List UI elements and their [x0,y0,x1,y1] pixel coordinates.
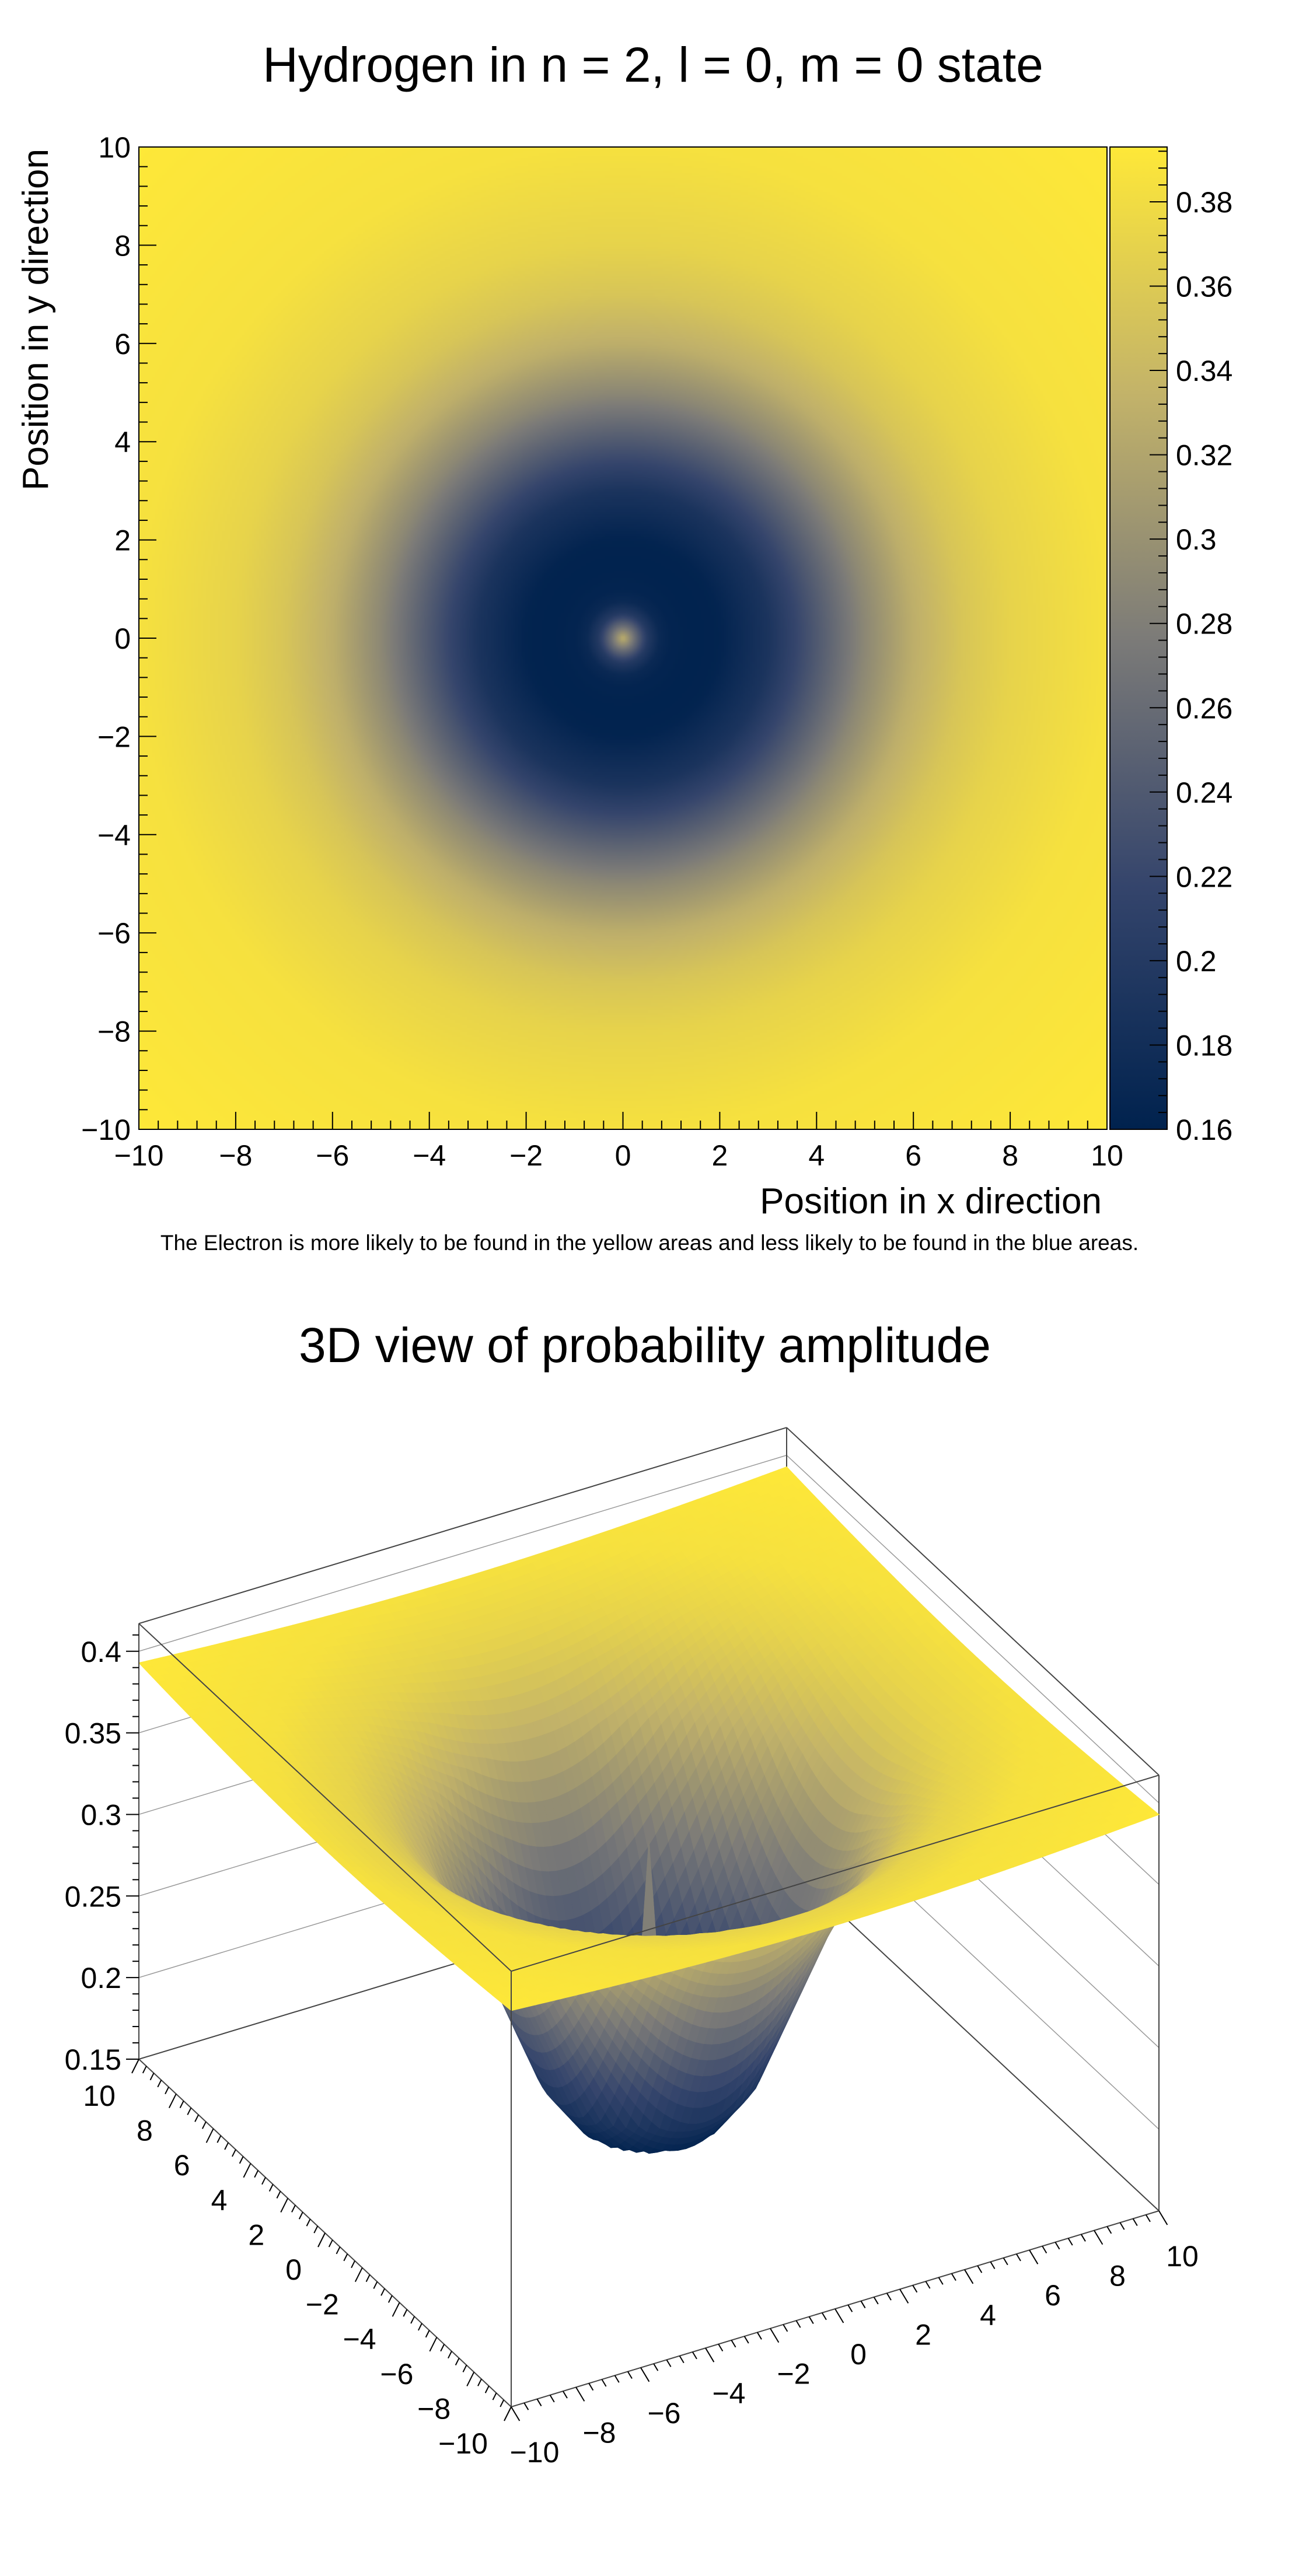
colorbar-tick-label: 0.22 [1176,860,1232,893]
colorbar-tick-label: 0.28 [1176,608,1232,640]
y-tick-label: −4 [97,819,131,852]
colorbar-tick-label: 0.26 [1176,692,1232,724]
box-edge [138,1427,787,1625]
colorbar-tick-label: 0.36 [1176,271,1232,303]
colorbar-axis: 0.16 0.18 0.2 0.22 0.24 0.26 0.28 0.3 0.32 0.34 0.… [1109,146,1232,1146]
colorbar-tick-label: 0.3 [1176,523,1217,556]
colorbar-tick-label: 0.32 [1176,439,1232,472]
x-tick-label: −8 [219,1139,252,1172]
y-tick-label: −10 [81,1114,131,1146]
heatmap-axes: −10 −8 −6 −4 −2 0 2 4 6 8 10 −10 −8 −6 −4 −2 0 2 4 6 8 10 [81,131,1123,1172]
y-tick-label: 10 [98,131,131,164]
colorbar-tick-label: 0.2 [1176,945,1217,978]
colorbar-tick-label: 0.18 [1176,1029,1232,1062]
colorbar-tick-label: 0.24 [1176,776,1232,809]
y-axis-label: Position in y direction [16,149,56,491]
x-tick-label: −2 [509,1139,543,1172]
colorbar-tick-label: 0.34 [1176,355,1232,387]
colorbar-frame [1109,146,1168,1130]
y-tick-label: 2 [114,524,131,557]
probability-surface [138,1466,1160,2154]
x-tick-label: 0 [615,1139,631,1172]
y-tick-label: 6 [114,328,131,360]
x-tick-label: 4 [808,1139,825,1172]
z-gridline [786,1455,1160,1804]
caption: The Electron is more likely to be found … [160,1231,1139,1255]
surface-title: 3D view of probability amplitude [299,1318,991,1373]
heatmap-title: Hydrogen in n = 2, l = 0, m = 0 state [263,37,1043,92]
x-tick-label: −10 [114,1139,164,1172]
x-tick-label: 8 [1002,1139,1018,1172]
plot-frame [138,146,1108,1130]
y-tick-label: −2 [97,720,131,753]
y-tick-label: 8 [114,229,131,262]
x-tick-label: 6 [905,1139,921,1172]
colorbar-tick-label: 0.38 [1176,186,1232,219]
x-axis-label: Position in x direction [760,1181,1102,1222]
y-tick-label: −8 [97,1016,131,1048]
z-gridline [138,1455,787,1652]
colorbar-tick-label: 0.16 [1176,1114,1232,1146]
x-tick-label: −6 [316,1139,349,1172]
colorbar [1110,147,1167,1129]
y-tick-label: 0 [114,622,131,655]
x-tick-label: −4 [413,1139,446,1172]
y-tick-label: −6 [97,917,131,950]
probability-heatmap [139,147,1107,1129]
box-edge [786,1427,1160,1776]
x-tick-label: 2 [711,1139,728,1172]
y-tick-label: 4 [114,426,131,459]
x-tick-label: 10 [1091,1139,1123,1172]
